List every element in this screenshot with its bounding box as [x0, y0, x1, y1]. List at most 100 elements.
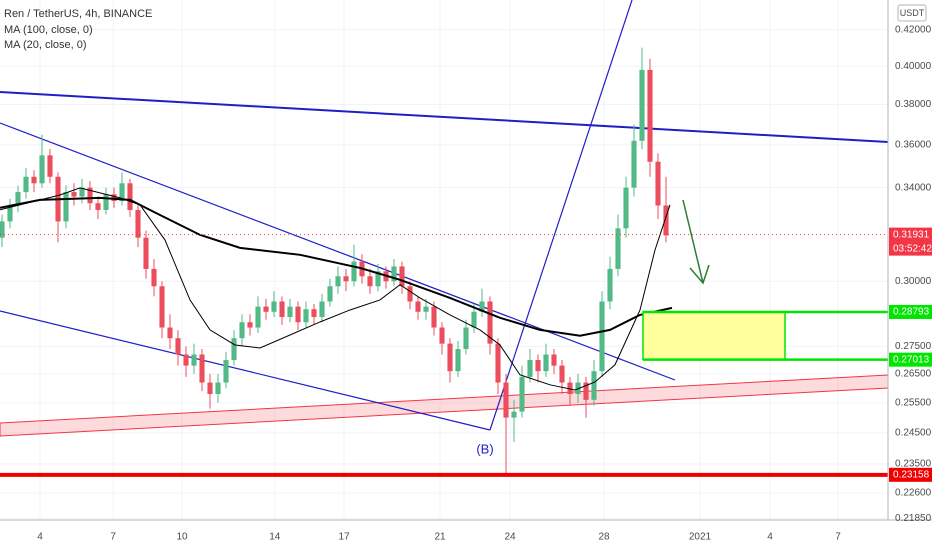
candle-body [663, 205, 669, 236]
x-tick-label: 7 [835, 532, 841, 543]
candle-body [495, 343, 501, 383]
candle-body [47, 155, 53, 177]
support-band [0, 374, 889, 437]
price-axis [888, 0, 932, 520]
candle-body [63, 192, 69, 222]
candle-body [207, 382, 213, 395]
currency[interactable]: USDT [900, 8, 925, 18]
y-tick-label: 0.21850 [895, 513, 932, 524]
candle-body [0, 221, 5, 238]
candle-body [287, 306, 293, 317]
arrow-head [689, 264, 710, 285]
candle-body [391, 266, 397, 282]
candle-body [39, 155, 45, 184]
candle-body [79, 187, 85, 197]
candle-body [599, 301, 605, 372]
candle-body [639, 69, 645, 141]
candle-body [503, 382, 509, 418]
price-tag [889, 467, 932, 482]
y-tick-label: 0.25500 [895, 397, 932, 408]
arrow [682, 199, 704, 284]
candle-body [447, 343, 453, 372]
candle-body [231, 338, 237, 361]
candle-body [111, 194, 117, 201]
candle-body [623, 187, 629, 229]
candle-body [351, 261, 357, 282]
moving-average [0, 187, 671, 391]
candle-body [543, 354, 549, 372]
y-tick-label: 0.38000 [895, 99, 932, 110]
candle-body [15, 192, 21, 206]
candle-body [527, 360, 533, 377]
candle-body [423, 306, 429, 312]
candle-body [151, 268, 157, 287]
y-tick-label: 0.36000 [895, 140, 932, 151]
y-tick-label: 0.30000 [895, 276, 932, 287]
price-tag-label: 0.27013 [893, 354, 930, 365]
price-tag-label: 0.23158 [893, 469, 930, 480]
candle-body [471, 311, 477, 328]
candle-body [583, 382, 589, 400]
candle-body [127, 183, 133, 210]
candle-body [551, 354, 557, 366]
candle-body [263, 306, 269, 312]
candle-body [103, 194, 109, 210]
legend-entry: MA (20, close, 0) [4, 39, 87, 51]
time-axis [0, 520, 932, 550]
candle-body [479, 301, 485, 312]
x-tick-label: 14 [269, 532, 281, 543]
axis-labels: 0.42000 0.40000 0.38000 0.36000 0.34000 0.300… [37, 24, 932, 543]
price-tag [889, 227, 932, 256]
candle-body [407, 286, 413, 302]
candle-body [135, 209, 141, 238]
countdown: 03:52:42 [893, 243, 932, 254]
candle-body [631, 140, 637, 188]
candle-body [311, 309, 317, 317]
candle-body [431, 306, 437, 328]
candle-body [399, 266, 405, 287]
candle-body [295, 306, 301, 323]
candle-body [191, 354, 197, 366]
candle-body [199, 354, 205, 383]
candle-body [215, 382, 221, 395]
candle-body [463, 327, 469, 350]
candle-body [71, 192, 77, 197]
candle-body [607, 268, 613, 302]
target-zone [642, 311, 786, 361]
x-tick-label: 10 [176, 532, 188, 543]
y-tick-label: 0.23500 [895, 458, 932, 469]
candle-body [7, 205, 13, 222]
moving-average [0, 196, 673, 337]
candle-body [223, 360, 229, 383]
candle-body [95, 203, 101, 210]
y-tick-label: 0.27500 [895, 341, 932, 352]
y-tick-label: 0.26500 [895, 369, 932, 380]
candle-body [647, 69, 653, 162]
candle-body [655, 161, 661, 206]
legend-entry: MA (100, close, 0) [4, 24, 93, 36]
candle-body [535, 360, 541, 372]
marks [0, 47, 888, 477]
x-tick-label: 21 [434, 532, 446, 543]
x-tick-label: 17 [338, 532, 350, 543]
candle-body [319, 301, 325, 317]
candle-body [511, 411, 517, 418]
price-tag [889, 304, 932, 319]
candle-body [167, 327, 173, 339]
price-tag [889, 352, 932, 367]
wave-label: (B) [476, 441, 493, 456]
candle-body [119, 183, 125, 201]
currency-box[interactable] [897, 4, 927, 22]
candle-body [303, 309, 309, 323]
trend-line [0, 310, 491, 431]
candle-body [375, 271, 381, 287]
candle-body [615, 228, 621, 269]
candle-body [327, 286, 333, 302]
candle-body [183, 354, 189, 366]
candle-body [343, 276, 349, 282]
candle-body [247, 322, 253, 328]
candle-body [239, 322, 245, 339]
trend-line [0, 91, 889, 143]
x-tick-label: 28 [598, 532, 610, 543]
price-tag-label: 0.28793 [893, 307, 930, 318]
